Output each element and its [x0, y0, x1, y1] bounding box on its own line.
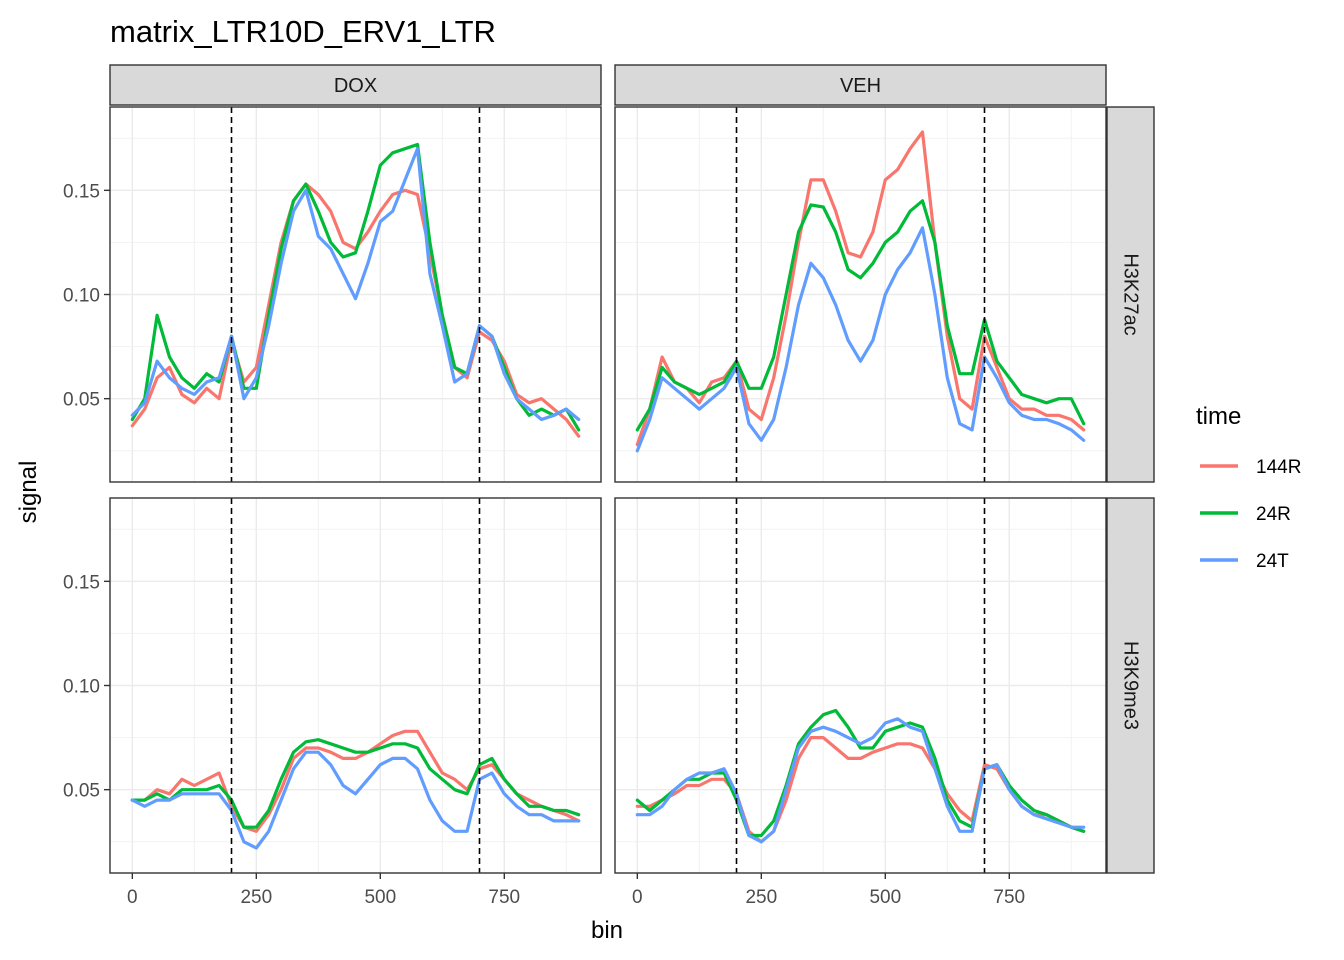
y-tick-label: 0.10: [63, 286, 100, 307]
facet-panels: [109, 106, 1107, 874]
panel-border: [614, 497, 1107, 874]
series-line-24r: [130, 738, 581, 829]
strip-background: [614, 64, 1107, 106]
x-tick-label: 750: [993, 887, 1025, 908]
strip-label: H3K27ac: [1120, 253, 1142, 335]
panel-dox-h3k27ac: [109, 106, 602, 483]
strip-background: [1106, 497, 1155, 874]
series-line-24t: [130, 750, 581, 850]
y-tick-label: 0.05: [63, 781, 100, 802]
facet-strips: DOX VEH H3K27ac H3K9me3: [109, 64, 1155, 874]
series-line-24r: [130, 142, 581, 432]
x-axis-title: bin: [591, 917, 623, 944]
x-tick-label: 0: [632, 887, 643, 908]
series-line-24t: [130, 147, 581, 422]
strip-row-h3k27ac: H3K27ac: [1106, 106, 1155, 483]
series-line-144r: [635, 130, 1086, 447]
legend-label: 24R: [1256, 504, 1291, 525]
strip-col-veh: VEH: [614, 64, 1107, 106]
series-line-24t: [635, 717, 1086, 844]
strip-label: DOX: [334, 75, 377, 97]
y-axis-title: signal: [15, 461, 42, 524]
strip-background: [1106, 106, 1155, 483]
chart-title: matrix_LTR10D_ERV1_LTR: [110, 14, 496, 49]
x-tick-label: 250: [745, 887, 777, 908]
panel-veh-h3k9me3: [614, 497, 1107, 874]
strip-label: VEH: [840, 75, 881, 97]
x-tick-label: 750: [488, 887, 520, 908]
strip-label: H3K9me3: [1120, 641, 1142, 730]
legend-label: 144R: [1256, 457, 1301, 478]
panel-border: [614, 106, 1107, 483]
x-tick-label: 250: [240, 887, 272, 908]
legend-item-24t: 24T: [1200, 551, 1289, 572]
legend-item-24r: 24R: [1200, 504, 1291, 525]
y-tick-label: 0.10: [63, 677, 100, 698]
legend-label: 24T: [1256, 551, 1289, 572]
y-tick-label: 0.15: [63, 181, 100, 202]
y-tick-label: 0.15: [63, 572, 100, 593]
x-tick-label: 500: [869, 887, 901, 908]
series-line-24r: [635, 199, 1086, 432]
x-tick-label: 500: [364, 887, 396, 908]
axes: 0.05 0.10 0.15 0.05 0.10 0.15 0 250 500 750 0 250 50…: [63, 181, 1025, 908]
strip-row-h3k9me3: H3K9me3: [1106, 497, 1155, 874]
legend: time 144R 24R 24T: [1196, 403, 1301, 572]
strip-col-dox: DOX: [109, 64, 602, 106]
series-line-24t: [635, 226, 1086, 453]
x-tick-label: 0: [127, 887, 138, 908]
strip-background: [109, 64, 602, 106]
y-tick-label: 0.05: [63, 390, 100, 411]
legend-title: time: [1196, 403, 1241, 430]
legend-item-144r: 144R: [1200, 457, 1301, 478]
panel-veh-h3k27ac: [614, 106, 1107, 483]
panel-dox-h3k9me3: [109, 497, 602, 874]
